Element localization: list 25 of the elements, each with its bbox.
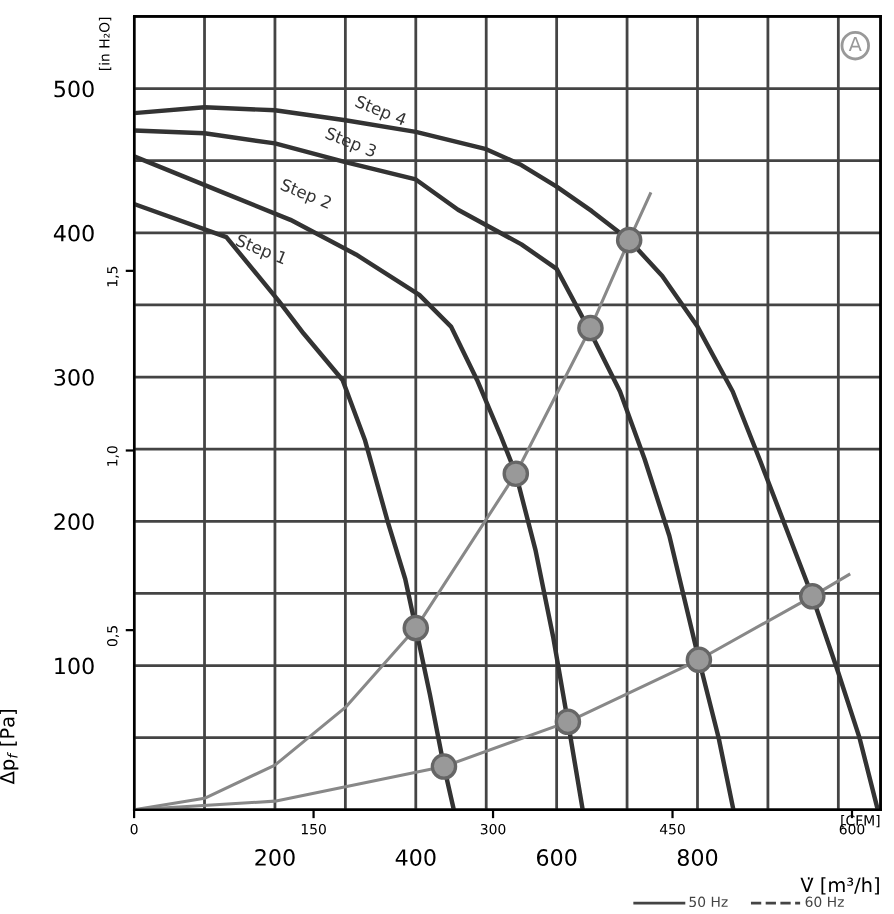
line-series <box>134 154 585 810</box>
point <box>502 460 530 487</box>
y-tick-label: 500 <box>54 80 94 98</box>
annotation: Step 3 <box>323 126 378 161</box>
y-axis-title: Δp$_{f}$ [Pa] <box>0 709 19 785</box>
point <box>577 314 604 342</box>
x-tick-label: 600 <box>536 849 577 866</box>
x-tick-label: 200 <box>255 849 295 866</box>
y-tick-label: 300 <box>54 369 94 386</box>
annotation: A <box>848 36 862 52</box>
point <box>554 708 582 736</box>
point <box>615 226 643 254</box>
x-axis-title: V̇ [m³/h] <box>800 877 879 895</box>
point <box>430 753 458 780</box>
x-tick-label: 800 <box>677 849 718 866</box>
point <box>798 583 826 610</box>
annotation: Step 1 <box>234 233 288 268</box>
y-tick-label: 200 <box>54 513 94 531</box>
point <box>685 646 713 674</box>
point <box>402 614 430 642</box>
y-tick-label: 400 <box>53 224 94 242</box>
x-tick-label: 400 <box>395 849 436 866</box>
annotation: Step 4 <box>353 94 408 129</box>
annotation: Step 2 <box>278 178 333 212</box>
y-tick-label: 100 <box>55 657 94 675</box>
